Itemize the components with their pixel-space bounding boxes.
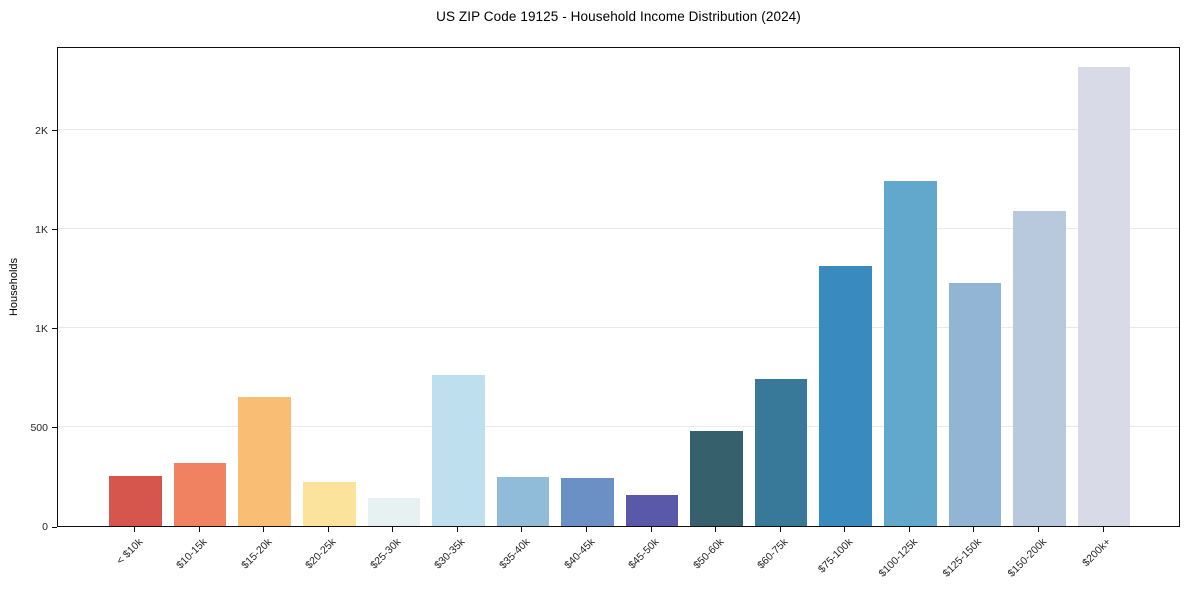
x-tick-mark [521,527,523,532]
bar-50-60k [690,430,743,526]
y-tick-mark [52,427,57,429]
x-tick-mark [650,527,652,532]
bar-200k+ [1077,66,1131,526]
y-tick-label: 1K [35,322,48,335]
bar-75-100k [819,265,873,526]
bar-15-20k [238,397,291,526]
x-tick-mark [1037,527,1039,532]
x-tick-label: $10-15k [174,536,210,572]
bar-125-150k [948,283,1002,526]
x-tick-label: $40-45k [561,536,598,572]
bar-60-75k [754,379,808,526]
bar-20-25k [302,482,356,526]
bar-40-45k [561,478,614,526]
x-tick-label: $200k+ [1080,536,1114,570]
y-tick-label: 2K [35,124,48,137]
y-tick-label: 500 [30,421,48,434]
x-tick-mark [586,527,588,532]
x-tick-label: $15-20k [238,536,275,572]
bar-25-30k [367,498,421,526]
bar-45-50k [625,495,679,526]
bar-10-15k [173,462,227,526]
x-tick-label: $100-125k [876,536,920,580]
x-tick-label: $75-100k [815,536,856,576]
x-tick-label: $125-150k [940,536,985,580]
bar-35-40k [496,476,550,526]
x-tick-label: $45-50k [626,536,662,572]
x-tick-mark [327,527,329,532]
gridline-1000 [58,326,1179,328]
gridline-1500 [58,227,1179,229]
y-tick-label: 1K [35,223,48,236]
bar-30-35k [432,374,485,526]
x-tick-mark [779,527,781,532]
x-tick-mark [973,527,975,532]
x-tick-mark [134,527,136,532]
x-tick-mark [263,527,265,532]
x-tick-label: $25-30k [368,536,404,572]
y-tick-mark [52,229,57,231]
x-tick-label: $60-75k [755,536,791,572]
x-tick-mark [715,527,717,532]
x-tick-label: < $10k [114,536,146,567]
plot-area [57,47,1180,527]
x-tick-label: $30-35k [432,536,468,572]
x-tick-mark [456,527,458,532]
y-tick-mark [52,328,57,330]
x-tick-mark [392,527,394,532]
x-tick-label: $20-25k [303,536,339,572]
y-tick-mark [52,526,57,528]
y-tick-label: 0 [42,521,48,533]
y-tick-mark [52,130,57,132]
y-axis-label: Households [8,257,20,317]
x-tick-mark [908,527,910,532]
x-tick-label: $50-60k [690,536,727,572]
gridline-500 [58,426,1179,427]
chart-title: US ZIP Code 19125 - Household Income Dis… [436,9,801,24]
x-tick-mark [1102,527,1104,532]
bar-150-200k [1013,211,1066,526]
x-tick-mark [198,527,200,532]
x-tick-label: $150-200k [1005,536,1049,580]
gridline-2000 [58,128,1179,130]
bar-10k [109,475,162,526]
x-tick-label: $35-40k [497,536,533,572]
bar-100-125k [884,181,937,526]
x-tick-mark [844,527,846,532]
